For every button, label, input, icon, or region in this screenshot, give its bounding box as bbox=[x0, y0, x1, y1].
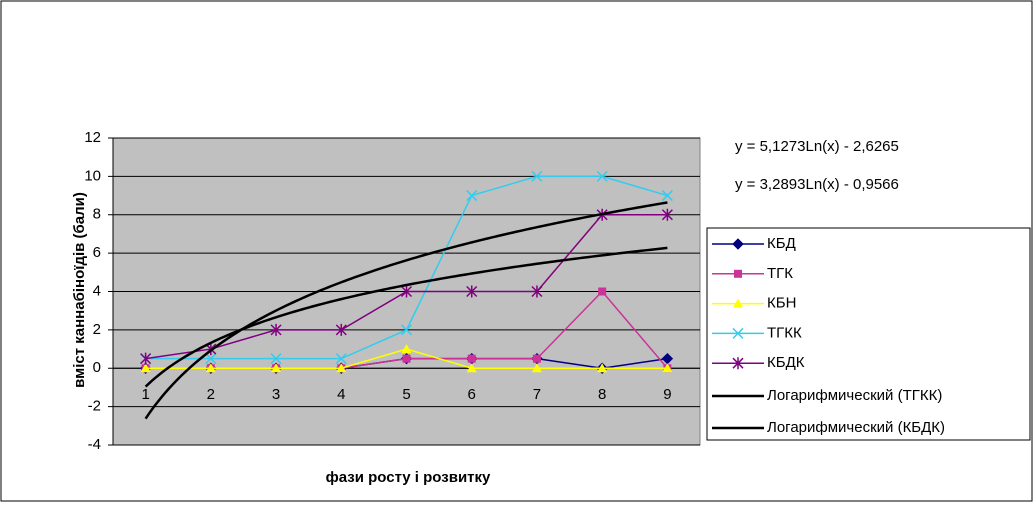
marker-part bbox=[466, 285, 478, 298]
marker-part bbox=[270, 323, 282, 336]
marker bbox=[205, 363, 216, 373]
y-tick-label: 12 bbox=[84, 129, 101, 146]
marker bbox=[140, 352, 152, 365]
marker-part bbox=[467, 354, 476, 363]
marker-part bbox=[597, 363, 608, 373]
marker-part bbox=[402, 354, 411, 363]
marker-part bbox=[531, 363, 542, 373]
y-tick-label: 2 bbox=[93, 321, 101, 338]
marker-part bbox=[732, 327, 744, 339]
marker-part bbox=[140, 352, 152, 365]
y-tick-label: 8 bbox=[93, 206, 101, 223]
marker-part bbox=[466, 363, 477, 373]
marker-part bbox=[733, 298, 743, 308]
marker bbox=[466, 363, 477, 373]
marker bbox=[733, 298, 743, 308]
marker bbox=[661, 208, 673, 221]
marker bbox=[466, 190, 478, 202]
marker-part bbox=[205, 353, 217, 365]
marker bbox=[466, 285, 478, 298]
marker-part bbox=[400, 285, 413, 298]
marker bbox=[732, 327, 744, 339]
y-tick-label: 10 bbox=[84, 167, 101, 184]
marker bbox=[335, 353, 347, 365]
marker-part bbox=[532, 354, 541, 363]
legend-label: ТГКК bbox=[767, 324, 802, 341]
marker-part bbox=[596, 170, 608, 182]
trendline-equation: y = 3,2893Ln(x) - 0,9566 bbox=[735, 176, 899, 193]
marker bbox=[401, 344, 412, 354]
marker-part bbox=[732, 357, 744, 370]
marker bbox=[596, 170, 608, 182]
marker bbox=[271, 363, 282, 373]
marker-part bbox=[271, 363, 282, 373]
marker bbox=[598, 287, 607, 296]
marker-part bbox=[400, 324, 413, 336]
x-tick-label: 1 bbox=[141, 386, 149, 403]
x-axis-title: фази росту і розвитку bbox=[326, 469, 491, 486]
marker-part bbox=[734, 269, 742, 278]
legend-label: Логарифмический (ТГКК) bbox=[767, 387, 942, 404]
legend-label: КБДК bbox=[767, 354, 805, 371]
marker-part bbox=[598, 287, 607, 296]
marker bbox=[531, 170, 543, 182]
y-tick-label: 0 bbox=[93, 359, 101, 376]
y-tick-label: 4 bbox=[93, 282, 101, 299]
marker-part bbox=[662, 363, 673, 373]
legend-label: ТГК bbox=[767, 265, 793, 282]
legend-label: КБД bbox=[767, 235, 796, 252]
marker bbox=[205, 353, 217, 365]
marker-part bbox=[140, 363, 151, 373]
marker bbox=[270, 323, 282, 336]
x-tick-label: 2 bbox=[207, 386, 215, 403]
x-tick-label: 4 bbox=[337, 386, 345, 403]
marker bbox=[661, 190, 673, 202]
y-tick-label: -4 bbox=[88, 436, 101, 453]
marker bbox=[597, 363, 608, 373]
marker-part bbox=[661, 190, 673, 202]
marker-part bbox=[335, 323, 347, 336]
marker bbox=[732, 357, 744, 370]
y-tick-label: 6 bbox=[93, 244, 101, 261]
marker bbox=[734, 269, 742, 278]
marker-part bbox=[335, 353, 347, 365]
marker bbox=[140, 363, 151, 373]
legend-label: КБН bbox=[767, 295, 796, 312]
marker-part bbox=[466, 190, 478, 202]
marker bbox=[467, 354, 476, 363]
marker-part bbox=[732, 238, 744, 250]
legend-label: Логарифмический (КБДК) bbox=[767, 419, 945, 436]
marker bbox=[531, 363, 542, 373]
marker bbox=[335, 323, 347, 336]
marker-part bbox=[661, 208, 673, 221]
marker-part bbox=[336, 363, 347, 373]
marker-part bbox=[270, 353, 282, 365]
trendline bbox=[144, 246, 668, 388]
marker bbox=[336, 363, 347, 373]
marker bbox=[662, 363, 673, 373]
y-tick-label: -2 bbox=[88, 398, 101, 415]
marker bbox=[732, 238, 744, 250]
marker bbox=[532, 354, 541, 363]
trendline-equation: y = 5,1273Ln(x) - 2,6265 bbox=[735, 138, 899, 155]
x-tick-label: 7 bbox=[533, 386, 541, 403]
x-tick-label: 9 bbox=[663, 386, 671, 403]
x-tick-label: 5 bbox=[402, 386, 410, 403]
x-tick-label: 3 bbox=[272, 386, 280, 403]
trendline bbox=[144, 201, 668, 420]
marker bbox=[270, 353, 282, 365]
marker-part bbox=[531, 285, 543, 298]
x-tick-label: 8 bbox=[598, 386, 606, 403]
marker bbox=[402, 354, 411, 363]
marker bbox=[531, 285, 543, 298]
marker bbox=[400, 324, 413, 336]
y-axis-title: вміст каннабіноїдів (бали) bbox=[71, 192, 88, 388]
x-tick-label: 6 bbox=[468, 386, 476, 403]
marker-part bbox=[401, 344, 412, 354]
marker-part bbox=[205, 363, 216, 373]
marker-part bbox=[531, 170, 543, 182]
marker bbox=[400, 285, 413, 298]
